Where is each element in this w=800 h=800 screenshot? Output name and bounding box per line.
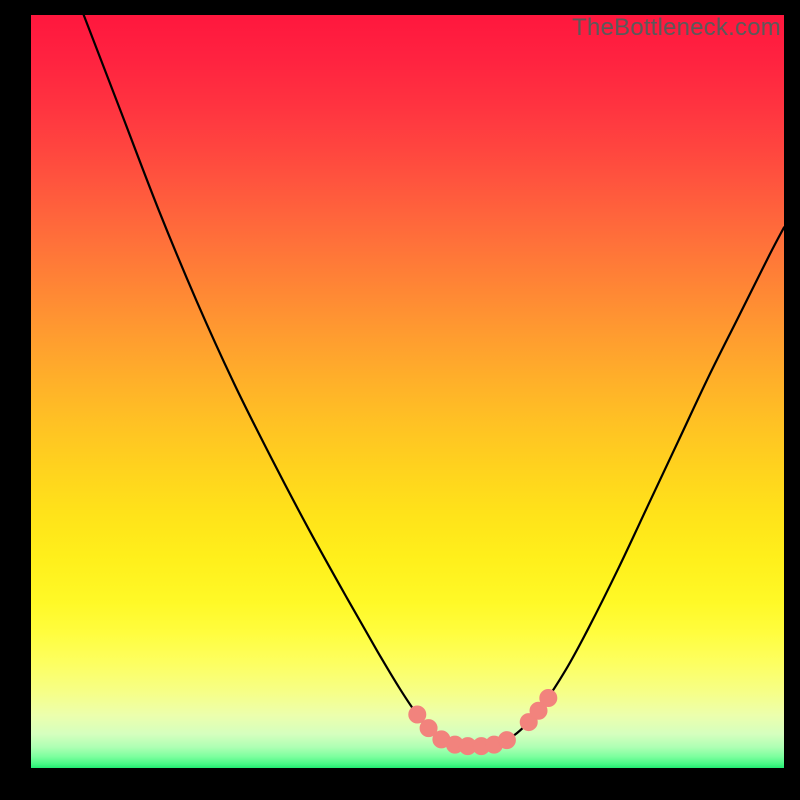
marker-point [409, 706, 426, 723]
chart-svg [31, 15, 784, 768]
bottleneck-curve [84, 15, 784, 746]
marker-group [409, 689, 557, 754]
marker-point [540, 689, 557, 706]
marker-point [498, 732, 515, 749]
plot-area: TheBottleneck.com [31, 15, 784, 768]
watermark-text: TheBottleneck.com [572, 15, 781, 42]
